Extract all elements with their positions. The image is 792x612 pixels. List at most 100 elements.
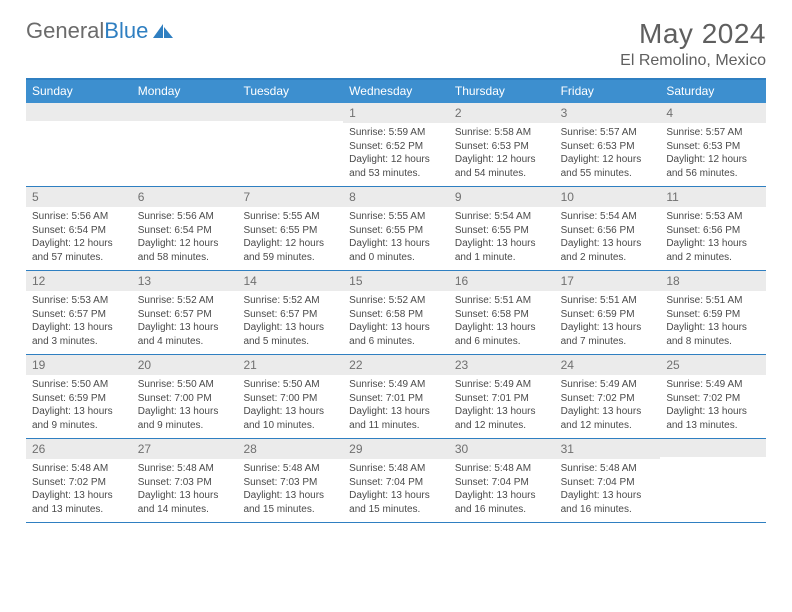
day-number: 21 — [237, 355, 343, 375]
day-detail-line: Daylight: 13 hours and 16 minutes. — [561, 489, 655, 516]
calendar-week-row: 19Sunrise: 5:50 AMSunset: 6:59 PMDayligh… — [26, 355, 766, 439]
logo-text-blue: Blue — [104, 18, 148, 44]
day-detail-line: Daylight: 13 hours and 11 minutes. — [349, 405, 443, 432]
day-number: 1 — [343, 103, 449, 123]
day-detail-line: Daylight: 13 hours and 16 minutes. — [455, 489, 549, 516]
day-detail-line: Sunrise: 5:59 AM — [349, 126, 443, 140]
day-details: Sunrise: 5:52 AMSunset: 6:58 PMDaylight:… — [343, 291, 449, 354]
calendar-week-row: 5Sunrise: 5:56 AMSunset: 6:54 PMDaylight… — [26, 187, 766, 271]
day-number: 10 — [555, 187, 661, 207]
day-detail-line: Daylight: 12 hours and 58 minutes. — [138, 237, 232, 264]
day-details: Sunrise: 5:54 AMSunset: 6:55 PMDaylight:… — [449, 207, 555, 270]
day-number: 5 — [26, 187, 132, 207]
calendar-day-cell: 13Sunrise: 5:52 AMSunset: 6:57 PMDayligh… — [132, 271, 238, 354]
day-details: Sunrise: 5:48 AMSunset: 7:02 PMDaylight:… — [26, 459, 132, 522]
day-detail-line: Sunset: 7:02 PM — [561, 392, 655, 406]
logo-sail-icon — [151, 22, 175, 40]
calendar-day-cell: 4Sunrise: 5:57 AMSunset: 6:53 PMDaylight… — [660, 103, 766, 186]
calendar: SundayMondayTuesdayWednesdayThursdayFrid… — [26, 78, 766, 523]
day-detail-line: Sunset: 6:53 PM — [666, 140, 760, 154]
day-number — [132, 103, 238, 121]
day-detail-line: Sunset: 6:53 PM — [561, 140, 655, 154]
day-details: Sunrise: 5:57 AMSunset: 6:53 PMDaylight:… — [660, 123, 766, 186]
day-detail-line: Daylight: 13 hours and 6 minutes. — [349, 321, 443, 348]
day-detail-line: Sunrise: 5:54 AM — [561, 210, 655, 224]
day-number: 22 — [343, 355, 449, 375]
weekday-header: Monday — [132, 80, 238, 103]
day-detail-line: Sunset: 6:58 PM — [455, 308, 549, 322]
weekday-header: Wednesday — [343, 80, 449, 103]
day-number: 20 — [132, 355, 238, 375]
calendar-day-cell — [26, 103, 132, 186]
day-number: 9 — [449, 187, 555, 207]
calendar-day-cell: 31Sunrise: 5:48 AMSunset: 7:04 PMDayligh… — [555, 439, 661, 522]
day-details: Sunrise: 5:49 AMSunset: 7:01 PMDaylight:… — [343, 375, 449, 438]
day-detail-line: Sunset: 6:56 PM — [666, 224, 760, 238]
day-detail-line: Sunset: 7:03 PM — [138, 476, 232, 490]
calendar-day-cell: 30Sunrise: 5:48 AMSunset: 7:04 PMDayligh… — [449, 439, 555, 522]
day-detail-line: Sunset: 6:53 PM — [455, 140, 549, 154]
day-detail-line: Sunrise: 5:48 AM — [138, 462, 232, 476]
day-number: 28 — [237, 439, 343, 459]
day-number: 7 — [237, 187, 343, 207]
day-detail-line: Sunrise: 5:55 AM — [349, 210, 443, 224]
day-number: 19 — [26, 355, 132, 375]
calendar-day-cell — [660, 439, 766, 522]
day-details: Sunrise: 5:51 AMSunset: 6:59 PMDaylight:… — [555, 291, 661, 354]
weekday-header: Sunday — [26, 80, 132, 103]
day-details: Sunrise: 5:50 AMSunset: 7:00 PMDaylight:… — [132, 375, 238, 438]
weekday-header: Thursday — [449, 80, 555, 103]
day-details: Sunrise: 5:55 AMSunset: 6:55 PMDaylight:… — [237, 207, 343, 270]
logo: GeneralBlue — [26, 18, 175, 44]
day-detail-line: Daylight: 13 hours and 0 minutes. — [349, 237, 443, 264]
day-detail-line: Daylight: 13 hours and 13 minutes. — [666, 405, 760, 432]
calendar-day-cell: 9Sunrise: 5:54 AMSunset: 6:55 PMDaylight… — [449, 187, 555, 270]
day-detail-line: Sunset: 7:01 PM — [455, 392, 549, 406]
day-details: Sunrise: 5:56 AMSunset: 6:54 PMDaylight:… — [26, 207, 132, 270]
day-number: 13 — [132, 271, 238, 291]
calendar-day-cell: 11Sunrise: 5:53 AMSunset: 6:56 PMDayligh… — [660, 187, 766, 270]
calendar-day-cell: 24Sunrise: 5:49 AMSunset: 7:02 PMDayligh… — [555, 355, 661, 438]
day-detail-line: Sunset: 6:57 PM — [32, 308, 126, 322]
day-detail-line: Sunrise: 5:56 AM — [32, 210, 126, 224]
calendar-day-cell: 21Sunrise: 5:50 AMSunset: 7:00 PMDayligh… — [237, 355, 343, 438]
day-detail-line: Daylight: 12 hours and 53 minutes. — [349, 153, 443, 180]
day-detail-line: Daylight: 13 hours and 6 minutes. — [455, 321, 549, 348]
day-number: 27 — [132, 439, 238, 459]
day-detail-line: Sunset: 6:57 PM — [243, 308, 337, 322]
calendar-day-cell: 27Sunrise: 5:48 AMSunset: 7:03 PMDayligh… — [132, 439, 238, 522]
calendar-day-cell: 22Sunrise: 5:49 AMSunset: 7:01 PMDayligh… — [343, 355, 449, 438]
day-detail-line: Sunrise: 5:56 AM — [138, 210, 232, 224]
day-detail-line: Sunset: 6:55 PM — [349, 224, 443, 238]
location: El Remolino, Mexico — [620, 52, 766, 70]
calendar-day-cell: 12Sunrise: 5:53 AMSunset: 6:57 PMDayligh… — [26, 271, 132, 354]
day-details: Sunrise: 5:48 AMSunset: 7:04 PMDaylight:… — [343, 459, 449, 522]
day-detail-line: Sunrise: 5:49 AM — [666, 378, 760, 392]
day-detail-line: Daylight: 13 hours and 7 minutes. — [561, 321, 655, 348]
day-details: Sunrise: 5:59 AMSunset: 6:52 PMDaylight:… — [343, 123, 449, 186]
day-detail-line: Daylight: 13 hours and 3 minutes. — [32, 321, 126, 348]
day-detail-line: Daylight: 13 hours and 2 minutes. — [666, 237, 760, 264]
day-number: 17 — [555, 271, 661, 291]
day-detail-line: Daylight: 12 hours and 57 minutes. — [32, 237, 126, 264]
day-details — [132, 121, 238, 179]
day-number — [26, 103, 132, 121]
logo-text-gray: General — [26, 18, 104, 44]
day-detail-line: Sunrise: 5:49 AM — [455, 378, 549, 392]
day-detail-line: Sunset: 6:58 PM — [349, 308, 443, 322]
title-block: May 2024 El Remolino, Mexico — [620, 18, 766, 70]
day-number: 25 — [660, 355, 766, 375]
day-number: 24 — [555, 355, 661, 375]
day-detail-line: Daylight: 13 hours and 15 minutes. — [243, 489, 337, 516]
day-details — [26, 121, 132, 179]
day-number: 8 — [343, 187, 449, 207]
day-detail-line: Sunrise: 5:53 AM — [32, 294, 126, 308]
day-detail-line: Sunrise: 5:53 AM — [666, 210, 760, 224]
day-number: 31 — [555, 439, 661, 459]
day-detail-line: Sunrise: 5:52 AM — [349, 294, 443, 308]
weekday-header-row: SundayMondayTuesdayWednesdayThursdayFrid… — [26, 80, 766, 103]
calendar-week-row: 26Sunrise: 5:48 AMSunset: 7:02 PMDayligh… — [26, 439, 766, 523]
calendar-day-cell: 7Sunrise: 5:55 AMSunset: 6:55 PMDaylight… — [237, 187, 343, 270]
day-details — [237, 121, 343, 179]
calendar-day-cell: 15Sunrise: 5:52 AMSunset: 6:58 PMDayligh… — [343, 271, 449, 354]
